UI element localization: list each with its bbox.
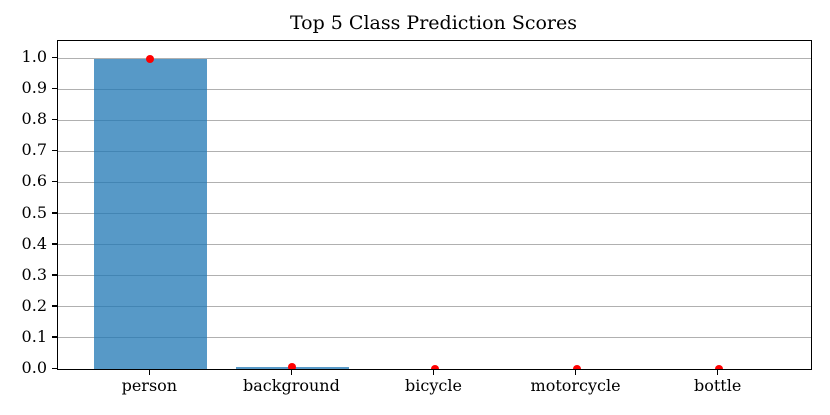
gridline [58,57,811,59]
bar [93,59,208,369]
y-tick-mark [52,336,57,338]
category-label: bicycle [405,376,462,395]
y-tick-label: 0.5 [21,202,47,222]
y-tick-label: 0.1 [21,326,47,346]
y-tick-mark [52,212,57,214]
y-tick-label: 0.2 [21,295,47,315]
category-label: person [121,376,178,395]
gridline [58,181,811,183]
score-marker [146,55,155,64]
y-tick-label: 0.3 [21,264,47,284]
y-tick-mark [52,274,57,276]
x-tick-mark [432,369,435,375]
plot-area [57,40,812,370]
y-tick-label: 0.6 [21,171,47,191]
y-tick-mark [52,305,57,307]
x-tick-mark [716,369,719,375]
chart-title: Top 5 Class Prediction Scores [289,12,578,34]
category-label: motorcycle [530,376,621,395]
y-tick-label: 0.4 [21,233,47,253]
y-tick-mark [52,56,57,59]
x-tick-mark [574,369,577,375]
y-tick-mark [52,367,57,369]
score-marker [714,364,723,369]
score-marker [288,363,297,369]
category-label: bottle [693,376,742,395]
category-label: background [243,376,340,395]
y-tick-mark [52,149,57,152]
gridline [58,337,811,339]
gridline [58,88,811,90]
y-tick-label: 0.0 [21,358,47,377]
y-tick-mark [52,243,57,245]
gridline [58,275,811,277]
y-tick-label: 0.7 [21,140,47,160]
score-marker [430,364,439,369]
gridline [58,213,811,215]
x-tick-mark [290,369,293,375]
y-tick-mark [52,118,57,121]
y-tick-label: 0.9 [21,78,47,98]
x-tick-mark [148,369,151,375]
y-tick-label: 0.8 [21,109,47,129]
score-marker [572,364,581,369]
gridline [58,306,811,308]
gridline [58,119,811,121]
gridline [58,150,811,152]
y-tick-label: 1.0 [21,47,47,67]
y-tick-mark [52,180,57,183]
y-tick-mark [52,87,57,90]
gridline [58,244,811,246]
